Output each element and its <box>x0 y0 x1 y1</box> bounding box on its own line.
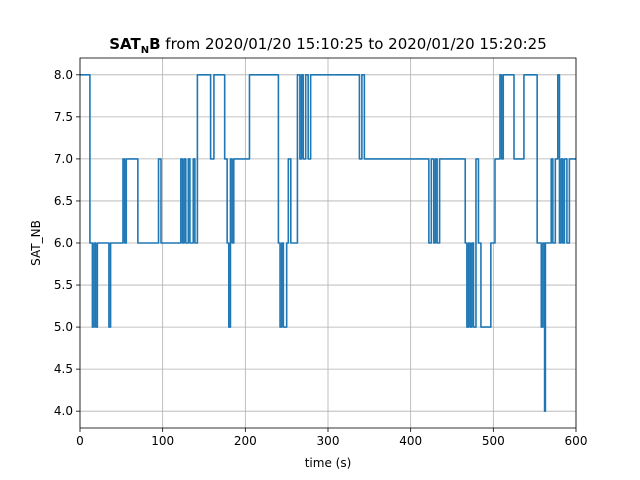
y-tick-label: 6.5 <box>54 194 73 208</box>
x-tick-label: 0 <box>76 434 84 448</box>
x-tick-label: 200 <box>234 434 257 448</box>
x-tick-label: 500 <box>482 434 505 448</box>
x-tick-label: 100 <box>151 434 174 448</box>
y-tick-label: 6.0 <box>54 236 73 250</box>
y-tick-label: 4.5 <box>54 362 73 376</box>
chart-title-subscript: N <box>141 45 149 56</box>
chart-title-bold: SAT <box>109 35 141 53</box>
series-line-0 <box>80 74 576 412</box>
chart-title-bold-after: B <box>149 35 160 53</box>
chart-title: SATNB from 2020/01/20 15:10:25 to 2020/0… <box>109 35 547 56</box>
y-tick-label: 4.0 <box>54 404 73 418</box>
y-grid <box>80 74 576 412</box>
chart-title-rest: from 2020/01/20 15:10:25 to 2020/01/20 1… <box>161 35 547 53</box>
x-axis-ticks: 0 100 200 300 400 500 600 <box>76 428 587 448</box>
x-tick-label: 600 <box>565 434 588 448</box>
y-tick-label: 5.0 <box>54 320 73 334</box>
y-tick-label: 8.0 <box>54 68 73 82</box>
y-tick-label: 7.5 <box>54 110 73 124</box>
series-layer <box>80 74 576 412</box>
x-tick-label: 400 <box>399 434 422 448</box>
x-axis-label: time (s) <box>305 456 352 470</box>
y-tick-label: 7.0 <box>54 152 73 166</box>
x-tick-label: 300 <box>317 434 340 448</box>
y-axis-ticks: 4.0 4.5 5.0 5.5 6.0 6.5 7.0 7.5 8.0 <box>54 68 80 418</box>
y-tick-label: 5.5 <box>54 278 73 292</box>
y-axis-label: SAT_NB <box>29 220 43 266</box>
